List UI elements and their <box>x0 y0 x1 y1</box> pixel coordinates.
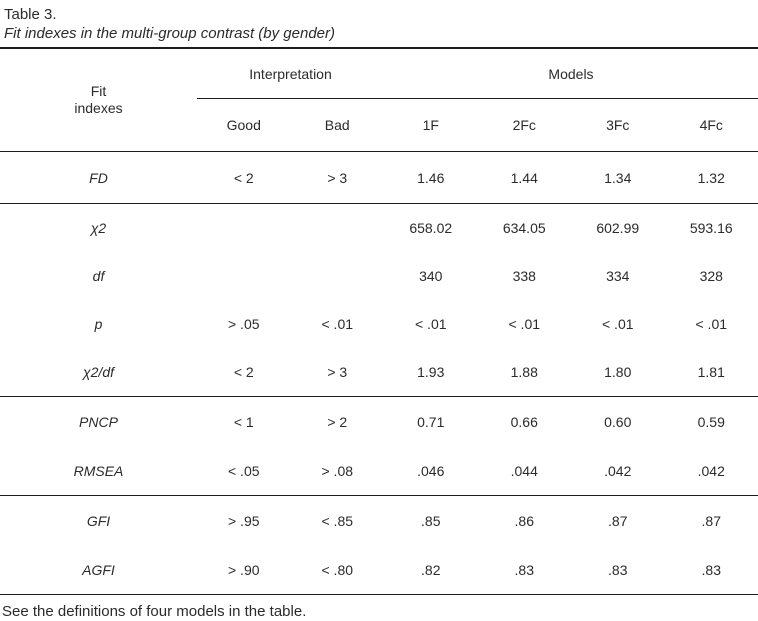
cell-value: 602.99 <box>571 204 665 252</box>
cell-value: .83 <box>665 545 758 594</box>
cell-value: 1.34 <box>571 152 665 203</box>
col-header-bad: Bad <box>291 99 385 151</box>
cell-value: 1.46 <box>384 152 478 203</box>
header-fit-indexes-label: Fit indexes <box>68 83 130 117</box>
cell-value: > .90 <box>197 545 291 594</box>
cell-value: < .01 <box>478 300 572 348</box>
table-row: RMSEA< .05> .08.046.044.042.042 <box>0 446 758 495</box>
cell-value: 0.59 <box>665 397 758 446</box>
cell-value: .044 <box>478 446 572 495</box>
cell-value: .86 <box>478 496 572 545</box>
cell-value: 1.93 <box>384 348 478 396</box>
cell-value: 658.02 <box>384 204 478 252</box>
table-caption: Fit indexes in the multi-group contrast … <box>4 24 756 43</box>
row-label: PNCP <box>0 397 197 446</box>
cell-value: 334 <box>571 252 665 300</box>
cell-value <box>197 204 291 252</box>
cell-value: .82 <box>384 545 478 594</box>
cell-value: 328 <box>665 252 758 300</box>
cell-value: 1.80 <box>571 348 665 396</box>
cell-value: .046 <box>384 446 478 495</box>
cell-value: < 2 <box>197 348 291 396</box>
cell-value: < 2 <box>197 152 291 203</box>
header-group-models: Models <box>384 49 758 98</box>
cell-value <box>291 204 385 252</box>
cell-value: 1.44 <box>478 152 572 203</box>
col-header-good: Good <box>197 99 291 151</box>
cell-value: 0.66 <box>478 397 572 446</box>
cell-value: 0.71 <box>384 397 478 446</box>
cell-value: < .80 <box>291 545 385 594</box>
cell-value: 0.60 <box>571 397 665 446</box>
cell-value: > 2 <box>291 397 385 446</box>
cell-value: < .01 <box>571 300 665 348</box>
cell-value <box>291 252 385 300</box>
header-group-interpretation: Interpretation <box>197 49 384 98</box>
row-label: GFI <box>0 496 197 545</box>
col-header-2fc: 2Fc <box>478 99 572 151</box>
row-label: p <box>0 300 197 348</box>
cell-value: 1.88 <box>478 348 572 396</box>
cell-value: > .05 <box>197 300 291 348</box>
cell-value: 1.32 <box>665 152 758 203</box>
cell-value: 340 <box>384 252 478 300</box>
header-fit-indexes: Fit indexes <box>0 49 197 151</box>
col-header-3fc: 3Fc <box>571 99 665 151</box>
row-label: FD <box>0 152 197 203</box>
cell-value: .042 <box>571 446 665 495</box>
cell-value: > 3 <box>291 348 385 396</box>
cell-value: .87 <box>571 496 665 545</box>
cell-value: < .05 <box>197 446 291 495</box>
cell-value: .042 <box>665 446 758 495</box>
cell-value: > 3 <box>291 152 385 203</box>
cell-value: < .85 <box>291 496 385 545</box>
cell-value: > .95 <box>197 496 291 545</box>
col-header-1f: 1F <box>384 99 478 151</box>
table-title-block: Table 3. Fit indexes in the multi-group … <box>0 5 758 49</box>
table-row: AGFI> .90< .80.82.83.83.83 <box>0 545 758 594</box>
cell-value <box>197 252 291 300</box>
table-number: Table 3. <box>4 5 756 24</box>
col-header-4fc: 4Fc <box>665 99 758 151</box>
cell-value: 634.05 <box>478 204 572 252</box>
row-label: AGFI <box>0 545 197 594</box>
cell-value: > .08 <box>291 446 385 495</box>
cell-value: .87 <box>665 496 758 545</box>
table-row: p> .05< .01< .01< .01< .01< .01 <box>0 300 758 348</box>
cell-value: .83 <box>571 545 665 594</box>
cell-value: < 1 <box>197 397 291 446</box>
cell-value: 593.16 <box>665 204 758 252</box>
cell-value: 338 <box>478 252 572 300</box>
row-label: χ2/df <box>0 348 197 396</box>
row-label: df <box>0 252 197 300</box>
row-label: χ2 <box>0 204 197 252</box>
table-row: GFI> .95< .85.85.86.87.87 <box>0 496 758 545</box>
cell-value: < .01 <box>665 300 758 348</box>
table-footnote: See the definitions of four models in th… <box>0 595 758 621</box>
cell-value: 1.81 <box>665 348 758 396</box>
cell-value: < .01 <box>291 300 385 348</box>
table-header: Fit indexes Interpretation Models Good B… <box>0 49 758 152</box>
cell-value: < .01 <box>384 300 478 348</box>
row-label: RMSEA <box>0 446 197 495</box>
cell-value: .85 <box>384 496 478 545</box>
cell-value: .83 <box>478 545 572 594</box>
